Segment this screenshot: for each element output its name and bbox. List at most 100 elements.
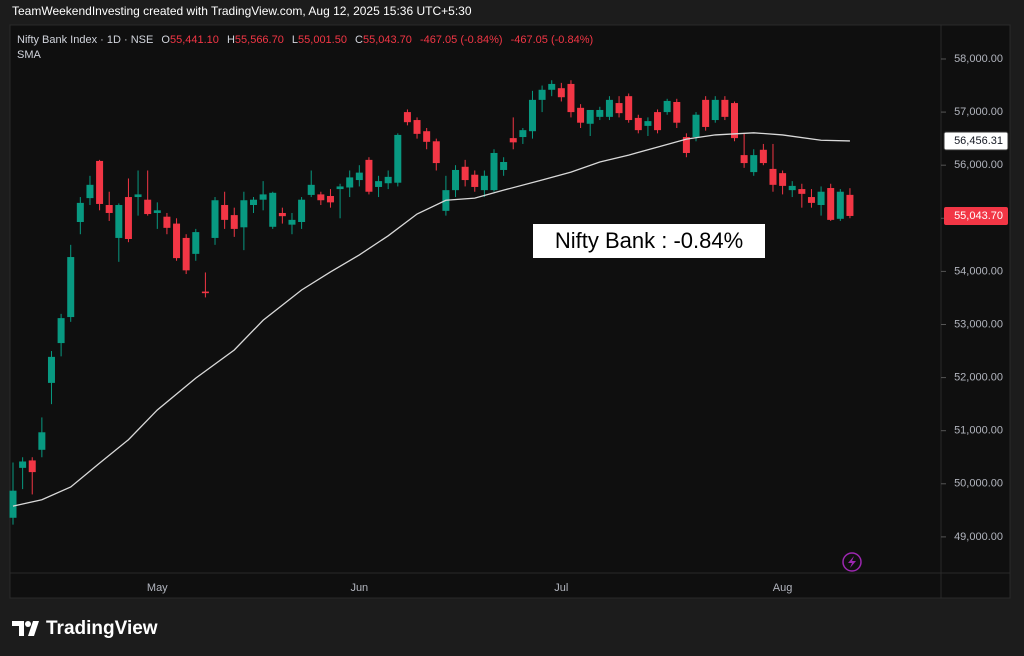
candle-body <box>259 194 267 200</box>
candle-body <box>173 223 181 259</box>
candle-body <box>28 460 36 473</box>
lightning-glyph <box>848 556 856 568</box>
legend-key: C <box>355 34 363 46</box>
legend-title: Nifty Bank Index · 1D · NSE <box>17 34 154 46</box>
candle-body <box>779 173 787 186</box>
candle-body <box>423 131 431 142</box>
candle-body <box>192 232 200 254</box>
candle-body <box>375 181 383 187</box>
candle-body <box>47 356 55 383</box>
candle-body <box>115 205 123 238</box>
candle-body <box>605 99 613 117</box>
logo-mark <box>28 621 39 636</box>
candle-body <box>750 155 758 173</box>
candle-body <box>96 160 104 204</box>
candle-body <box>557 88 565 98</box>
candle-body <box>721 99 729 117</box>
candle-body <box>278 212 286 217</box>
candle-body <box>317 194 325 201</box>
logo: TradingView <box>12 618 158 639</box>
candle-body <box>471 174 479 187</box>
candle-body <box>807 197 815 203</box>
candle-body <box>692 114 700 138</box>
candle-body <box>240 200 248 228</box>
candle-body <box>124 197 132 239</box>
legend-row: Nifty Bank Index · 1D · NSE O55,441.10 H… <box>17 33 593 48</box>
candle-body <box>346 177 354 188</box>
x-tick-label: Jun <box>350 582 368 594</box>
header-credit: TeamWeekendInvesting created with Tradin… <box>12 4 472 18</box>
candle-body <box>702 99 710 127</box>
candle-body <box>86 184 94 199</box>
chart-frame <box>9 24 1011 599</box>
candle-body <box>490 152 498 191</box>
sma-price-label: 56,456.31 <box>954 135 1003 147</box>
candle-body <box>105 205 113 213</box>
legend: Nifty Bank Index · 1D · NSE O55,441.10 H… <box>17 33 593 63</box>
candle-body <box>221 205 229 220</box>
candle-body <box>625 96 633 121</box>
legend-value: 55,441.10 <box>169 34 219 46</box>
candle-body <box>134 194 142 198</box>
candle-body <box>298 199 306 223</box>
legend-change: -467.05 (-0.84%) <box>510 34 594 46</box>
candle-body <box>413 120 421 134</box>
candle-body <box>480 175 488 191</box>
logo-dot <box>25 621 31 627</box>
y-tick-label: 50,000.00 <box>954 478 1003 490</box>
candle-body <box>827 188 835 220</box>
candle-body <box>615 103 623 114</box>
candle-body <box>528 99 536 132</box>
candle-body <box>230 215 238 229</box>
candle-body <box>548 83 556 90</box>
candle-body <box>182 237 190 271</box>
lightning-icon[interactable] <box>842 552 862 572</box>
candle-body <box>365 159 373 192</box>
candle-body <box>644 121 652 126</box>
candle-body <box>250 199 257 206</box>
candle-body <box>38 432 46 450</box>
candle-body <box>798 189 806 194</box>
candle-body <box>19 461 27 468</box>
legend-value: 55,043.70 <box>362 34 412 46</box>
candle-body <box>452 169 460 191</box>
y-tick-label: 57,000.00 <box>954 106 1003 118</box>
candle-body <box>836 191 844 219</box>
candle-body <box>307 184 315 195</box>
y-tick-label: 51,000.00 <box>954 425 1003 437</box>
logo-mark <box>12 621 24 636</box>
candle-body <box>76 202 84 223</box>
legend-key: L <box>291 34 299 46</box>
legend-value: 55,566.70 <box>234 34 284 46</box>
candle-body <box>163 216 171 228</box>
candle-body <box>634 117 642 131</box>
y-tick-label: 56,000.00 <box>954 159 1003 171</box>
candle-body <box>673 101 681 123</box>
candle-body <box>336 186 344 190</box>
candle-body <box>326 195 334 203</box>
candle-body <box>663 100 671 113</box>
candle-body <box>586 109 594 124</box>
legend-key: H <box>226 34 235 46</box>
candle-body <box>211 200 219 238</box>
sma-price-box <box>943 131 1009 151</box>
y-tick-label: 53,000.00 <box>954 318 1003 330</box>
candle-body <box>519 130 527 138</box>
y-tick-label: 58,000.00 <box>954 53 1003 65</box>
legend-value: 55,001.50 <box>298 34 347 46</box>
candle-body <box>288 219 296 225</box>
last-price-box <box>944 206 1008 225</box>
legend-sma: SMA <box>17 49 41 61</box>
last-price-label: 55,043.70 <box>954 210 1003 222</box>
candle-body <box>9 490 17 518</box>
candle-body <box>538 89 546 100</box>
candle-body <box>509 138 517 143</box>
candle-body <box>153 210 161 213</box>
candle-body <box>817 191 825 206</box>
candle-body <box>846 194 854 216</box>
x-tick-label: Aug <box>773 582 793 594</box>
x-tick-label: Jul <box>554 582 568 594</box>
candle-body <box>67 257 75 318</box>
annotation: Nifty Bank : -0.84% <box>555 228 743 253</box>
sma-line <box>12 132 850 507</box>
